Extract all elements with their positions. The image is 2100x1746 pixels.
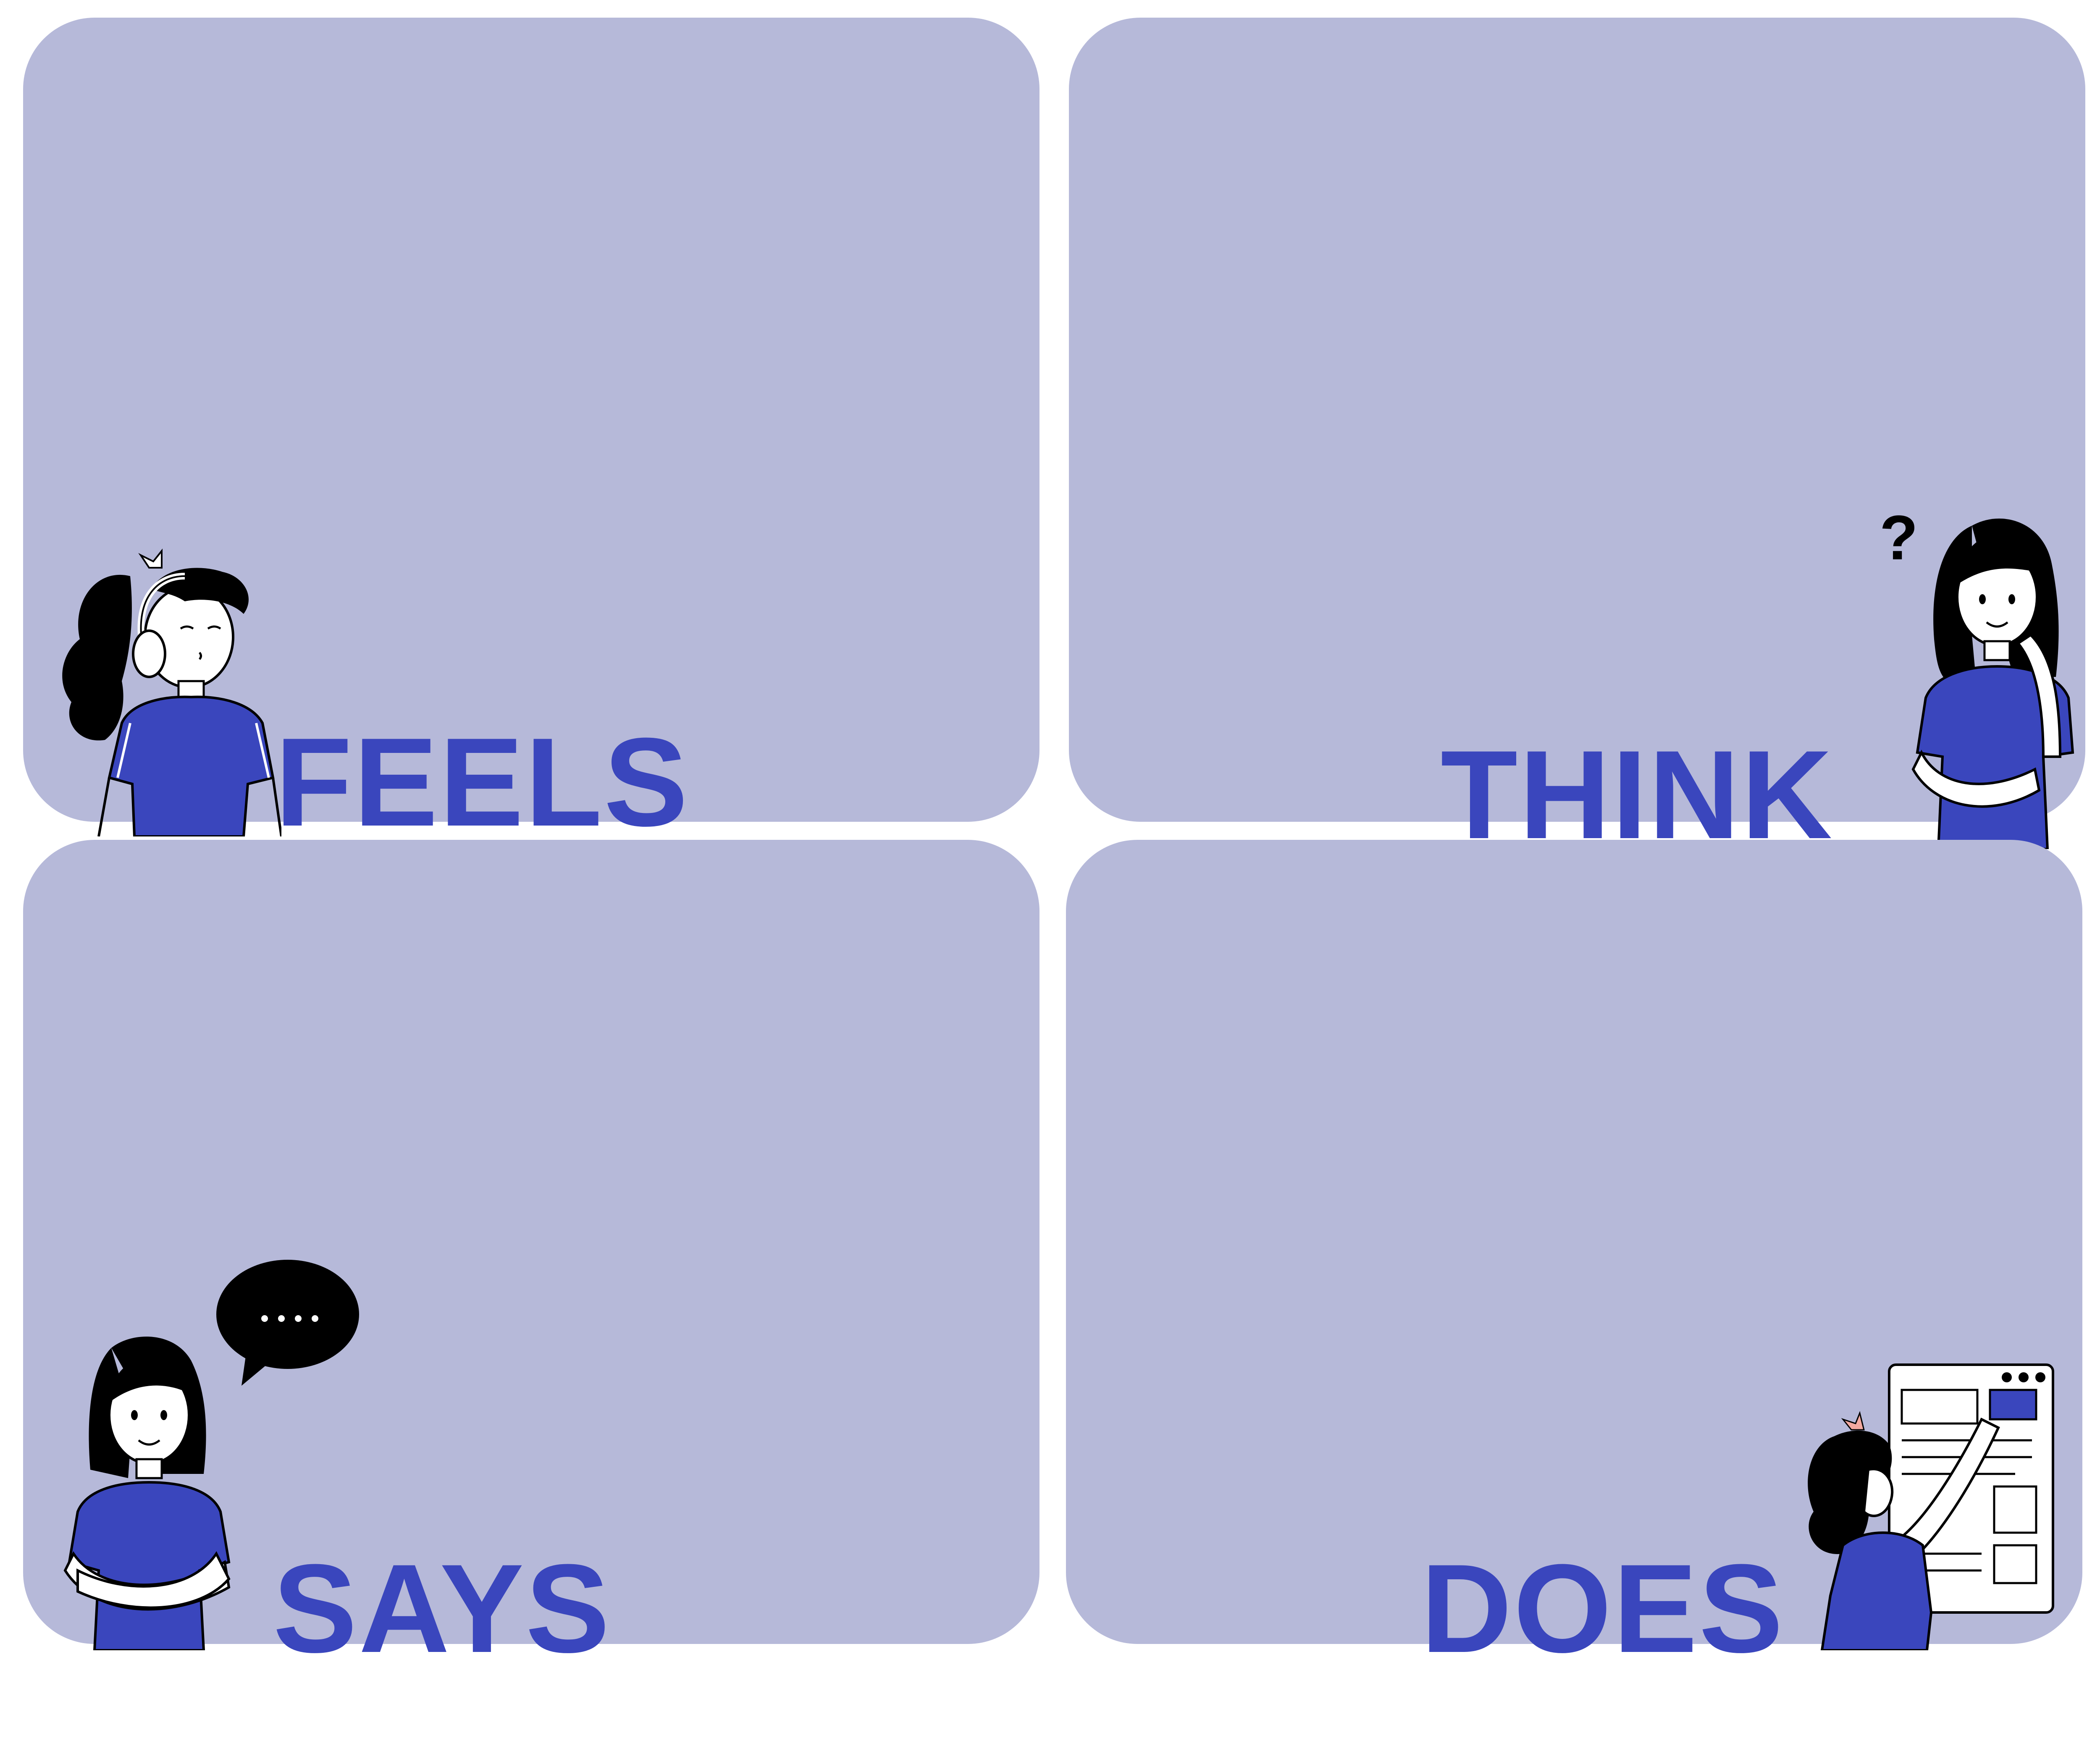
- says-label: SAYS: [273, 1538, 612, 1679]
- feels-quadrant: FEELS: [23, 18, 1040, 845]
- woman-pointing-at-board-icon: [1808, 1363, 2054, 1650]
- thinking-woman-question-mark-icon: ?: [1880, 502, 2074, 849]
- does-label: DOES: [1421, 1538, 1785, 1679]
- says-quadrant: SAYS: [23, 840, 1040, 1671]
- think-label: THINK: [1441, 724, 1834, 865]
- does-quadrant: DOES: [1066, 840, 2082, 1671]
- think-quadrant: THINK ?: [1069, 18, 2085, 857]
- woman-with-headphones-icon: [62, 548, 281, 836]
- svg-text:?: ?: [1880, 502, 1918, 573]
- woman-with-speech-bubble-icon: [63, 1260, 359, 1650]
- feels-label: FEELS: [275, 711, 690, 852]
